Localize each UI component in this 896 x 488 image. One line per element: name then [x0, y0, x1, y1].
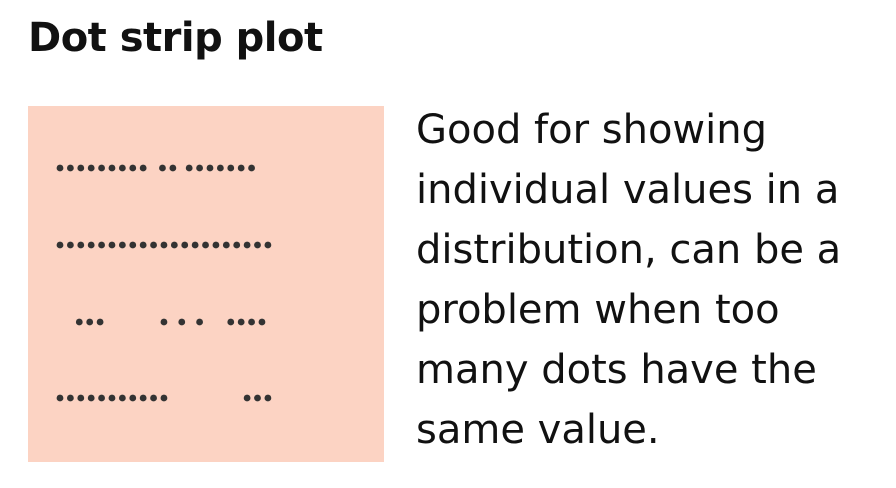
- data-dot: [264, 241, 272, 249]
- data-dot: [67, 394, 74, 402]
- data-dot: [108, 394, 116, 402]
- data-dot: [118, 241, 126, 249]
- data-dot: [202, 241, 209, 249]
- data-dot: [237, 164, 245, 172]
- data-dot: [129, 241, 137, 249]
- data-dot: [243, 394, 251, 402]
- data-dot: [129, 164, 137, 172]
- dot-strip-plot-canvas: [28, 106, 384, 462]
- data-dot: [98, 394, 105, 402]
- data-dot: [118, 164, 126, 172]
- data-dot: [87, 164, 95, 172]
- data-dot: [248, 318, 255, 326]
- data-dot: [77, 241, 85, 249]
- data-dot: [56, 241, 64, 249]
- data-dot: [108, 164, 116, 172]
- data-dot: [237, 318, 245, 326]
- data-dot: [191, 241, 199, 249]
- data-dot: [75, 318, 83, 326]
- data-dot: [67, 241, 74, 249]
- data-dot: [98, 241, 105, 249]
- description-text: Good for showing individual values in a …: [416, 107, 842, 453]
- data-dot: [150, 394, 157, 402]
- data-dot: [170, 241, 178, 249]
- data-dot: [222, 241, 230, 249]
- data-dot: [216, 164, 224, 172]
- data-dot: [129, 394, 137, 402]
- data-dot: [178, 318, 186, 326]
- diagram-title: Dot strip plot: [28, 15, 323, 61]
- data-dot: [159, 164, 166, 172]
- data-dot: [77, 394, 85, 402]
- dot-strips: [56, 164, 272, 402]
- data-dot: [139, 394, 147, 402]
- data-dot: [227, 318, 235, 326]
- dot-strip-2: [56, 241, 272, 249]
- data-dot: [160, 318, 168, 326]
- data-dot: [139, 241, 147, 249]
- dot-strip-4: [56, 394, 272, 402]
- data-dot: [254, 241, 261, 249]
- data-dot: [264, 394, 272, 402]
- data-dot: [196, 164, 203, 172]
- data-dot: [212, 241, 220, 249]
- data-dot: [118, 394, 126, 402]
- data-dot: [160, 394, 168, 402]
- data-dot: [181, 241, 189, 249]
- data-dot: [254, 394, 261, 402]
- plot-background: [28, 106, 384, 462]
- data-dot: [258, 318, 266, 326]
- data-dot: [56, 164, 64, 172]
- data-dot: [86, 318, 94, 326]
- data-dot: [248, 164, 255, 172]
- data-dot: [160, 241, 168, 249]
- data-dot: [206, 164, 214, 172]
- data-dot: [185, 164, 193, 172]
- dot-strip-3: [75, 318, 266, 326]
- data-dot: [67, 164, 74, 172]
- dot-strip-1: [56, 164, 255, 172]
- data-dot: [139, 164, 147, 172]
- data-dot: [56, 394, 64, 402]
- data-dot: [87, 394, 95, 402]
- data-dot: [96, 318, 104, 326]
- data-dot: [87, 241, 95, 249]
- data-dot: [98, 164, 105, 172]
- data-dot: [196, 318, 203, 326]
- data-dot: [227, 164, 235, 172]
- data-dot: [243, 241, 251, 249]
- data-dot: [169, 164, 177, 172]
- dot-strip-plot-illustration: [28, 106, 384, 462]
- data-dot: [233, 241, 241, 249]
- data-dot: [108, 241, 116, 249]
- data-dot: [77, 164, 85, 172]
- data-dot: [150, 241, 157, 249]
